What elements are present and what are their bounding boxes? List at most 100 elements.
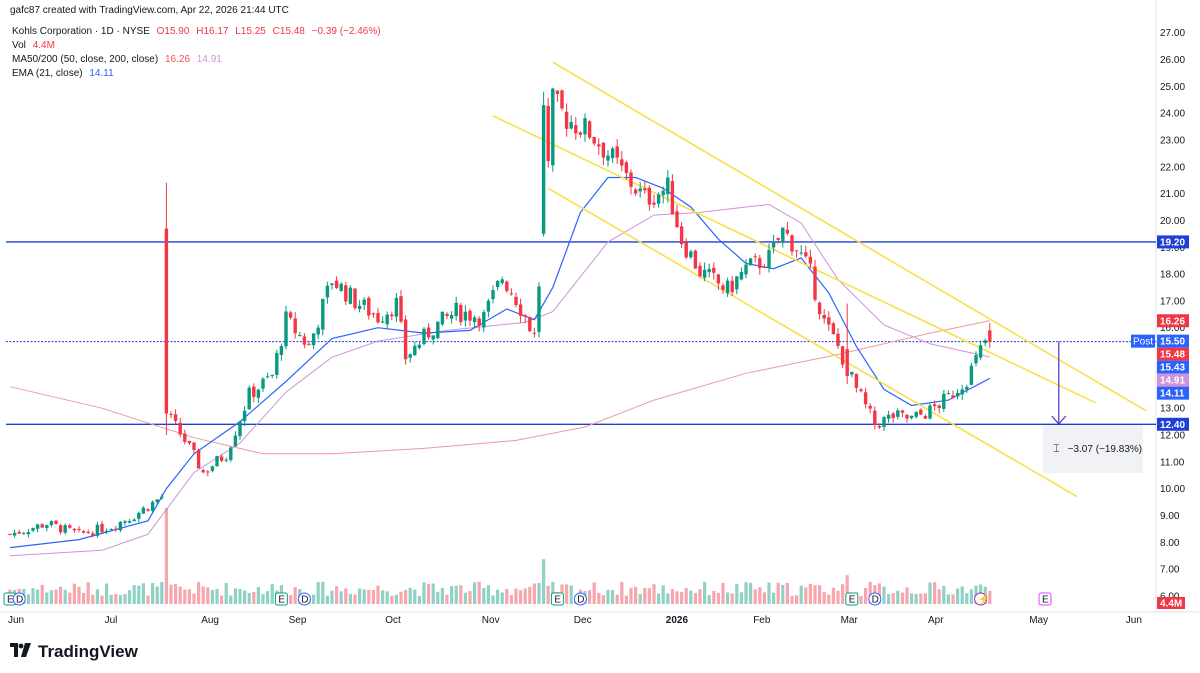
volume-bar xyxy=(348,593,352,604)
candle-body xyxy=(311,333,316,346)
candle-body xyxy=(58,525,63,533)
volume-bar xyxy=(344,588,348,604)
candle-body xyxy=(344,285,348,302)
candle-body xyxy=(183,433,187,442)
earnings-marker-icon[interactable] xyxy=(550,592,564,606)
candle-body xyxy=(279,346,284,355)
volume-bar xyxy=(606,589,610,604)
volume-bar xyxy=(799,585,803,604)
volume-bar xyxy=(100,595,104,604)
x-tick-label: Dec xyxy=(574,615,592,626)
price-badge-label: 14.11 xyxy=(1160,389,1185,400)
candle-body xyxy=(95,524,100,536)
candle-body xyxy=(505,281,509,291)
trend-channel-line[interactable] xyxy=(547,187,1078,498)
volume-bar xyxy=(394,594,398,604)
candle-body xyxy=(426,327,431,338)
volume-bar xyxy=(841,584,845,604)
volume-bar xyxy=(615,594,619,604)
earnings-marker-icon[interactable] xyxy=(845,592,859,606)
candle-body xyxy=(348,287,353,304)
earnings-marker-icon[interactable] xyxy=(1038,592,1052,606)
volume-bar xyxy=(68,592,72,604)
price-badge[interactable] xyxy=(1157,386,1189,400)
volume-bar xyxy=(707,595,711,604)
x-tick-label: Jul xyxy=(105,615,118,626)
candle-body xyxy=(334,280,339,288)
volume-bar xyxy=(744,582,748,604)
volume-bar xyxy=(72,583,76,604)
price-badge[interactable] xyxy=(1157,347,1189,361)
volume-bar xyxy=(252,592,256,604)
volume-bar xyxy=(914,593,918,604)
candle-body xyxy=(620,159,624,166)
earnings-marker-icon[interactable] xyxy=(274,592,288,606)
ohlc-close: C15.48 xyxy=(272,26,305,37)
legend-volume-row[interactable]: Vol 4.4M xyxy=(12,40,55,51)
volume-bar xyxy=(500,592,504,604)
volume-bar xyxy=(910,593,914,604)
ma200-line xyxy=(9,320,990,455)
price-badge[interactable] xyxy=(1157,360,1189,374)
dividend-marker-icon[interactable] xyxy=(868,592,882,606)
measure-text: −3.07 (−19.83%) xyxy=(1067,443,1143,455)
candle-body xyxy=(799,252,803,254)
legend-ema-row[interactable]: EMA (21, close) 14.11 xyxy=(12,68,114,79)
trend-channel-line[interactable] xyxy=(552,61,1147,412)
volume-bar xyxy=(238,588,242,604)
symbol-name[interactable]: Kohls Corporation · 1D · NYSE xyxy=(12,26,150,37)
candle-body xyxy=(100,523,104,533)
candle-body xyxy=(206,471,210,473)
price-badge[interactable] xyxy=(1157,334,1189,348)
candle-body xyxy=(882,417,886,427)
candle-body xyxy=(127,521,132,523)
volume-bar xyxy=(224,583,228,604)
volume-bar xyxy=(91,594,95,604)
candle-body xyxy=(891,413,895,418)
dividend-marker-label: D xyxy=(16,595,23,606)
candle-body xyxy=(422,328,426,344)
candle-body xyxy=(721,285,725,291)
ohlc-low: L15.25 xyxy=(235,26,266,37)
candle-body xyxy=(744,264,748,275)
volume-bar xyxy=(229,595,233,604)
dividend-marker-label: D xyxy=(872,595,879,606)
candle-body xyxy=(537,286,541,332)
candle-body xyxy=(730,280,734,293)
price-badge[interactable] xyxy=(1157,314,1189,328)
candle-body xyxy=(776,237,780,240)
brand[interactable]: TradingView xyxy=(10,641,138,662)
volume-bar xyxy=(316,582,320,604)
dividend-marker-icon[interactable] xyxy=(12,592,26,606)
volume-bar xyxy=(703,581,707,604)
price-badge[interactable] xyxy=(1157,417,1189,431)
candle-body xyxy=(362,299,366,305)
y-tick-label: 17.00 xyxy=(1160,296,1185,307)
price-badge-label: 12.40 xyxy=(1160,420,1185,431)
candle-body xyxy=(560,90,564,109)
dividend-marker-label: D xyxy=(577,595,584,606)
dividend-marker-icon[interactable] xyxy=(573,592,587,606)
dividend-marker-icon[interactable] xyxy=(297,592,311,606)
volume-bar xyxy=(178,586,182,604)
volume-bar xyxy=(183,589,187,604)
candle-body xyxy=(914,411,918,417)
split-marker-icon[interactable] xyxy=(974,592,988,606)
candle-body xyxy=(873,410,877,425)
candle-body xyxy=(265,376,270,378)
legend-ma-row[interactable]: MA50/200 (50, close, 200, close) 16.26 1… xyxy=(12,54,222,65)
candle-body xyxy=(491,290,495,300)
y-tick-label: 7.00 xyxy=(1160,565,1180,576)
trend-channel-line[interactable] xyxy=(492,115,1096,404)
volume-bar xyxy=(532,583,536,604)
price-badge[interactable] xyxy=(1157,373,1189,387)
candle-body xyxy=(468,310,472,321)
candle-body xyxy=(192,442,196,450)
candle-body xyxy=(339,283,343,291)
candle-body xyxy=(629,172,633,187)
candle-body xyxy=(413,345,417,356)
candle-body xyxy=(983,340,987,344)
price-badge-label: 16.26 xyxy=(1160,316,1185,327)
price-badge[interactable] xyxy=(1157,235,1189,249)
